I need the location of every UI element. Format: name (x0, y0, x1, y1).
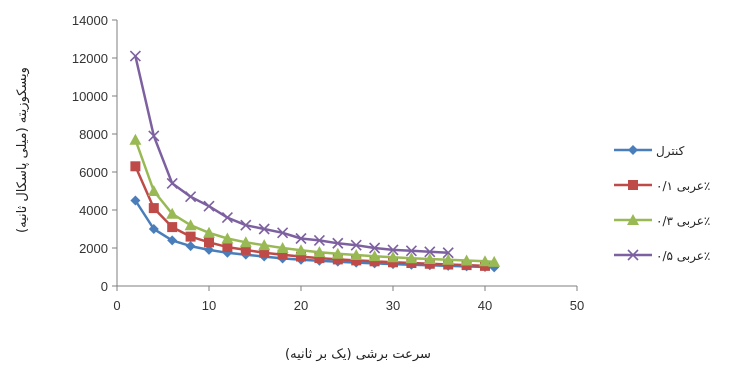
series-3 (129, 133, 501, 267)
y-tick-label: 12000 (72, 51, 108, 66)
data-point-marker (129, 50, 141, 62)
data-point-marker (405, 245, 417, 257)
data-point-marker (295, 244, 307, 256)
y-tick-label: 4000 (79, 203, 108, 218)
series-4 (129, 50, 454, 259)
data-point-marker (442, 247, 454, 259)
legend: کنترل عربی ۰/۱٪ عربی ۰/۳٪ عربی ۰/۵٪ (614, 144, 710, 264)
data-point-marker (166, 207, 179, 219)
data-point-marker (332, 254, 343, 265)
data-point-marker (185, 231, 196, 242)
y-tick-label: 2000 (79, 241, 108, 256)
data-point-marker (350, 239, 362, 251)
legend-label: عربی ۰/۱٪ (656, 179, 710, 194)
x-axis-ticks: 0 10 20 30 40 50 (113, 286, 584, 313)
data-point-marker (240, 244, 251, 255)
legend-item: عربی ۰/۱٪ (614, 179, 710, 194)
y-tick-label: 8000 (79, 127, 108, 142)
data-point-marker (204, 244, 214, 255)
data-point-marker (368, 250, 381, 262)
data-point-marker (258, 239, 271, 251)
x-tick-label: 20 (294, 298, 308, 313)
data-point-marker (130, 161, 141, 172)
data-point-marker (185, 191, 197, 203)
x-tick-label: 0 (113, 298, 120, 313)
data-point-marker (222, 242, 233, 253)
x-tick-label: 10 (202, 298, 216, 313)
data-point-marker (221, 232, 234, 244)
data-point-marker (313, 246, 326, 258)
data-point-marker (129, 133, 142, 145)
legend-item: عربی ۰/۳٪ (614, 214, 710, 229)
legend-item: عربی ۰/۵٪ (614, 249, 710, 264)
y-tick-label: 10000 (72, 89, 108, 104)
data-point-marker (204, 237, 214, 248)
data-point-marker (627, 249, 639, 261)
x-tick-label: 50 (570, 298, 584, 313)
series-line (134, 55, 449, 255)
data-point-marker (423, 253, 436, 265)
data-point-marker (258, 223, 270, 235)
data-point-marker (488, 255, 501, 267)
y-tick-label: 0 (101, 279, 108, 294)
data-point-marker (424, 246, 436, 258)
data-point-marker (259, 247, 270, 258)
data-point-marker (221, 212, 233, 224)
legend-label: کنترل (656, 144, 685, 159)
y-tick-label: 14000 (72, 13, 108, 28)
data-point-marker (351, 255, 362, 266)
legend-label: عربی ۰/۳٪ (656, 214, 710, 229)
y-axis-ticks: 0 2000 4000 6000 8000 10000 12000 14000 (72, 13, 117, 294)
data-point-marker (148, 224, 159, 234)
data-point-marker (405, 252, 418, 264)
data-point-marker (331, 247, 344, 259)
plot-area: 0 10 20 30 40 50 0 2000 4000 6000 8000 10000 12000 1… (72, 13, 584, 313)
data-point-marker (296, 251, 306, 262)
data-point-marker (130, 195, 141, 206)
data-point-marker (442, 253, 455, 265)
data-point-marker (147, 185, 160, 196)
data-point-marker (350, 249, 363, 261)
y-tick-label: 6000 (79, 165, 108, 180)
data-point-marker (240, 219, 252, 231)
data-point-marker (479, 255, 491, 267)
data-point-marker (628, 145, 638, 155)
data-point-marker (295, 232, 307, 245)
data-point-marker (628, 180, 638, 190)
data-point-marker (239, 236, 252, 248)
data-point-marker (313, 234, 325, 246)
data-point-marker (277, 227, 289, 239)
data-point-marker (167, 222, 178, 233)
y-axis-title: ویسکوزیته (میلی پاسکال ثانیه) (15, 67, 30, 233)
data-point-marker (276, 242, 289, 253)
legend-item: کنترل (614, 144, 685, 159)
data-point-marker (167, 235, 178, 246)
legend-label: عربی ۰/۵٪ (656, 249, 710, 264)
x-tick-label: 40 (478, 298, 492, 313)
data-point-marker (369, 256, 380, 267)
data-point-marker (460, 254, 473, 266)
data-point-marker (166, 177, 178, 189)
data-point-marker (203, 226, 215, 238)
data-point-marker (332, 237, 344, 249)
data-point-marker (369, 242, 381, 254)
x-tick-label: 30 (386, 298, 400, 313)
data-point-marker (185, 241, 196, 252)
series-layer (129, 50, 501, 273)
data-point-marker (387, 251, 399, 263)
data-point-marker (627, 214, 639, 225)
data-point-marker (277, 249, 288, 260)
data-point-marker (387, 244, 399, 256)
data-point-marker (184, 219, 197, 231)
data-point-marker (314, 253, 325, 264)
data-point-marker (203, 200, 215, 212)
series-2 (130, 161, 490, 271)
x-axis-title: سرعت برشی (یک بر ثانیه) (285, 347, 431, 362)
data-point-marker (148, 130, 160, 142)
data-point-marker (148, 203, 159, 214)
